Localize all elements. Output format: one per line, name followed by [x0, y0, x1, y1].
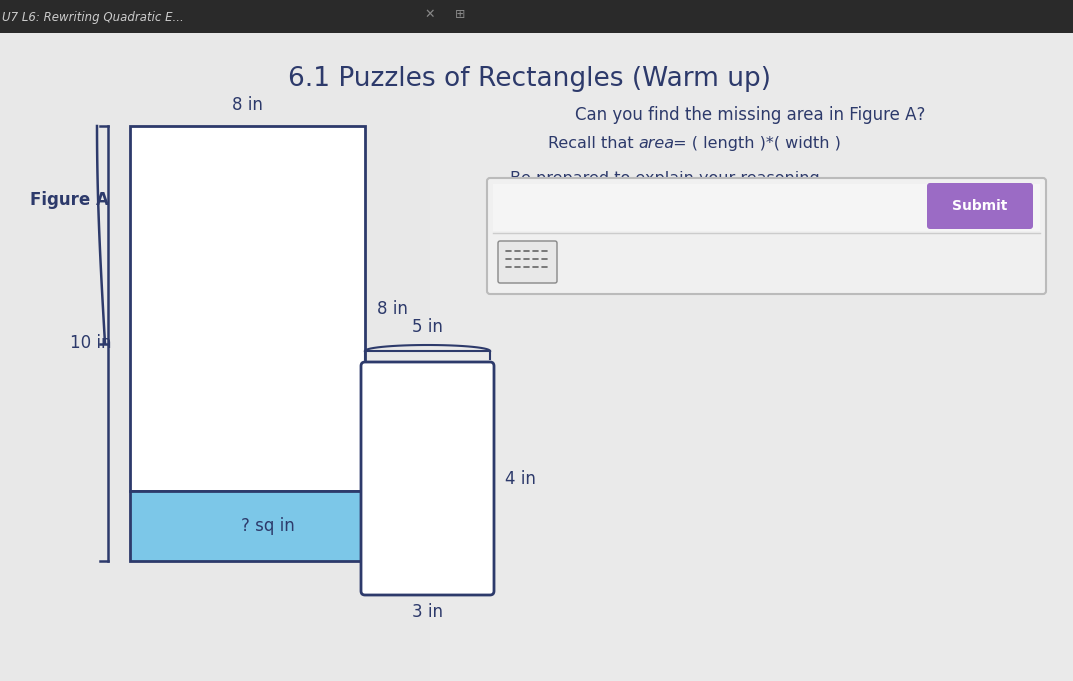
Text: area: area	[638, 136, 674, 151]
Bar	[130, 491, 432, 561]
Text: Figure A: Figure A	[30, 191, 108, 209]
Text: Be prepared to explain your reasoning.: Be prepared to explain your reasoning.	[510, 171, 825, 186]
Text: U7 L6: Rewriting Quadratic E...: U7 L6: Rewriting Quadratic E...	[2, 11, 183, 24]
Text: Submit: Submit	[953, 199, 1008, 213]
Text: 3 in: 3 in	[412, 603, 443, 621]
Bar	[0, 0, 1073, 33]
Text: 10 in: 10 in	[70, 334, 112, 353]
Bar	[493, 233, 1040, 288]
Text: 5 in: 5 in	[412, 318, 443, 336]
FancyBboxPatch shape	[927, 183, 1033, 229]
Bar	[430, 33, 1073, 681]
Text: 8 in: 8 in	[377, 300, 408, 317]
Text: 6.1 Puzzles of Rectangles (Warm up): 6.1 Puzzles of Rectangles (Warm up)	[289, 66, 771, 92]
Bar	[493, 184, 1040, 231]
Text: 4 in: 4 in	[505, 469, 535, 488]
Text: ✕: ✕	[425, 8, 436, 21]
FancyBboxPatch shape	[361, 362, 494, 595]
Bar	[130, 126, 365, 491]
FancyBboxPatch shape	[498, 241, 557, 283]
Bar	[365, 491, 490, 561]
Text: Recall that: Recall that	[548, 136, 638, 151]
Text: ? sq in: ? sq in	[240, 517, 294, 535]
Text: = ( length )*( width ): = ( length )*( width )	[668, 136, 841, 151]
Text: Can you find the missing area in Figure A?: Can you find the missing area in Figure …	[575, 106, 925, 124]
Text: 8 in: 8 in	[232, 96, 263, 114]
FancyBboxPatch shape	[487, 178, 1046, 294]
Text: ⊞: ⊞	[455, 8, 466, 21]
